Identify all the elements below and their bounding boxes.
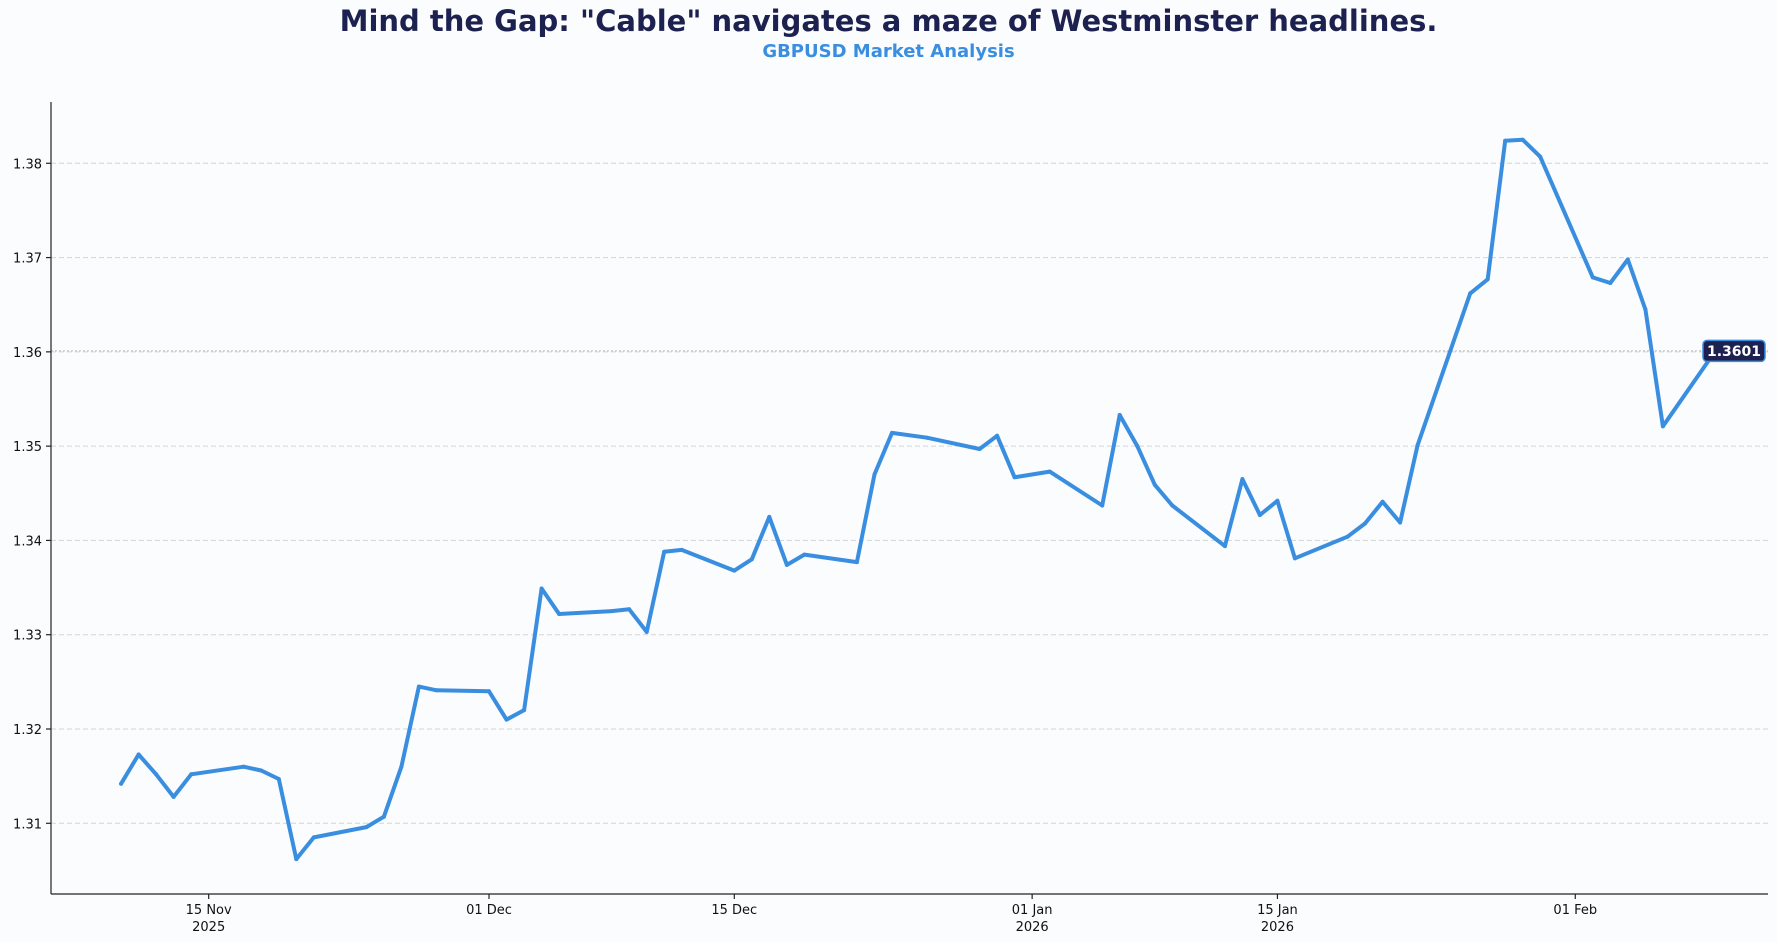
data-point (802, 552, 807, 557)
data-point (434, 688, 439, 693)
data-point (416, 684, 421, 689)
data-point (1047, 469, 1052, 474)
data-point (557, 612, 562, 616)
data-point (1503, 138, 1508, 143)
last-value-badge (1702, 339, 1766, 363)
data-point (294, 857, 299, 862)
data-point (381, 814, 386, 819)
data-point (241, 764, 246, 769)
data-point (539, 586, 544, 591)
last-value-badge-group: 1.3601 (1702, 339, 1766, 363)
data-point (1275, 498, 1280, 503)
data-point (854, 560, 859, 565)
x-tick-label: 15 Dec (711, 903, 757, 918)
data-point (171, 794, 176, 799)
data-point (1135, 444, 1140, 449)
data-point (644, 629, 649, 634)
x-tick-labels: 15 Nov 2025 01 Dec 15 Dec 01 Jan 2026 15 Jan 20… (186, 894, 1597, 935)
data-point (662, 549, 667, 554)
data-point (767, 514, 772, 519)
y-tick-label: 1.38 (13, 157, 42, 172)
data-point (259, 768, 264, 773)
data-point (1345, 534, 1350, 539)
data-point (890, 430, 894, 435)
data-point (1520, 137, 1525, 142)
y-tick-label: 1.37 (13, 252, 42, 267)
y-tick-label: 1.32 (13, 723, 42, 738)
x-tick-year-label: 2026 (1016, 920, 1049, 935)
data-point (1625, 257, 1630, 262)
data-point (1485, 277, 1490, 282)
data-point (1660, 424, 1665, 429)
data-point (1380, 499, 1385, 504)
data-point (276, 777, 281, 781)
grid-layer (51, 162, 1768, 824)
series-layer (119, 137, 1718, 862)
x-tick-label: 15 Jan (1257, 903, 1298, 918)
y-tick-label: 1.36 (13, 346, 42, 361)
y-tick-label: 1.34 (13, 534, 42, 549)
data-point (732, 568, 737, 573)
x-tick-label: 15 Nov (186, 903, 232, 918)
data-point (1152, 482, 1157, 487)
data-point (364, 825, 369, 830)
data-point (1170, 503, 1175, 508)
data-point (1415, 443, 1420, 448)
data-point (977, 447, 982, 451)
data-point (679, 547, 684, 552)
data-point (1012, 475, 1017, 480)
last-value-label: 1.3601 (1707, 344, 1761, 360)
chart-subtitle: GBPUSD Market Analysis (762, 41, 1015, 62)
x-tick-label: 01 Feb (1553, 903, 1597, 918)
data-point (1468, 291, 1473, 296)
data-point (784, 562, 789, 567)
data-point (154, 772, 159, 777)
y-tick-labels: 1.31 1.32 1.33 1.34 1.35 1.36 1.37 1.38 (13, 157, 51, 832)
data-point (189, 772, 194, 777)
data-point (1398, 520, 1403, 525)
x-tick-label: 01 Dec (466, 903, 512, 918)
data-point (119, 781, 124, 786)
data-point (1257, 513, 1262, 517)
data-point (1240, 477, 1245, 482)
data-point (609, 609, 614, 614)
data-point (925, 435, 929, 440)
y-tick-label: 1.31 (13, 817, 42, 832)
data-point (627, 607, 632, 612)
data-point (136, 752, 141, 757)
data-point (749, 557, 754, 562)
axes-layer (50, 102, 1768, 895)
data-point (1222, 544, 1227, 549)
data-point (872, 472, 877, 477)
data-point (1590, 275, 1595, 280)
data-point (487, 689, 491, 694)
y-tick-label: 1.33 (13, 629, 42, 644)
data-point (1538, 154, 1543, 159)
data-point (1117, 413, 1122, 417)
data-point (1363, 521, 1367, 526)
x-tick-year-label: 2025 (192, 920, 225, 935)
chart-title: Mind the Gap: "Cable" navigates a maze o… (339, 4, 1438, 38)
data-point (311, 835, 316, 840)
data-point (995, 433, 1000, 438)
data-point (1292, 556, 1297, 561)
data-point (1100, 503, 1105, 508)
x-tick-label: 01 Jan (1012, 903, 1053, 918)
x-tick-year-label: 2026 (1261, 920, 1294, 935)
gbpusd-series-line (119, 137, 1718, 862)
data-point (1643, 307, 1648, 312)
data-point (504, 717, 509, 722)
y-tick-label: 1.35 (13, 440, 42, 455)
data-point (399, 764, 404, 769)
data-point (1608, 281, 1613, 285)
data-point (522, 708, 527, 713)
